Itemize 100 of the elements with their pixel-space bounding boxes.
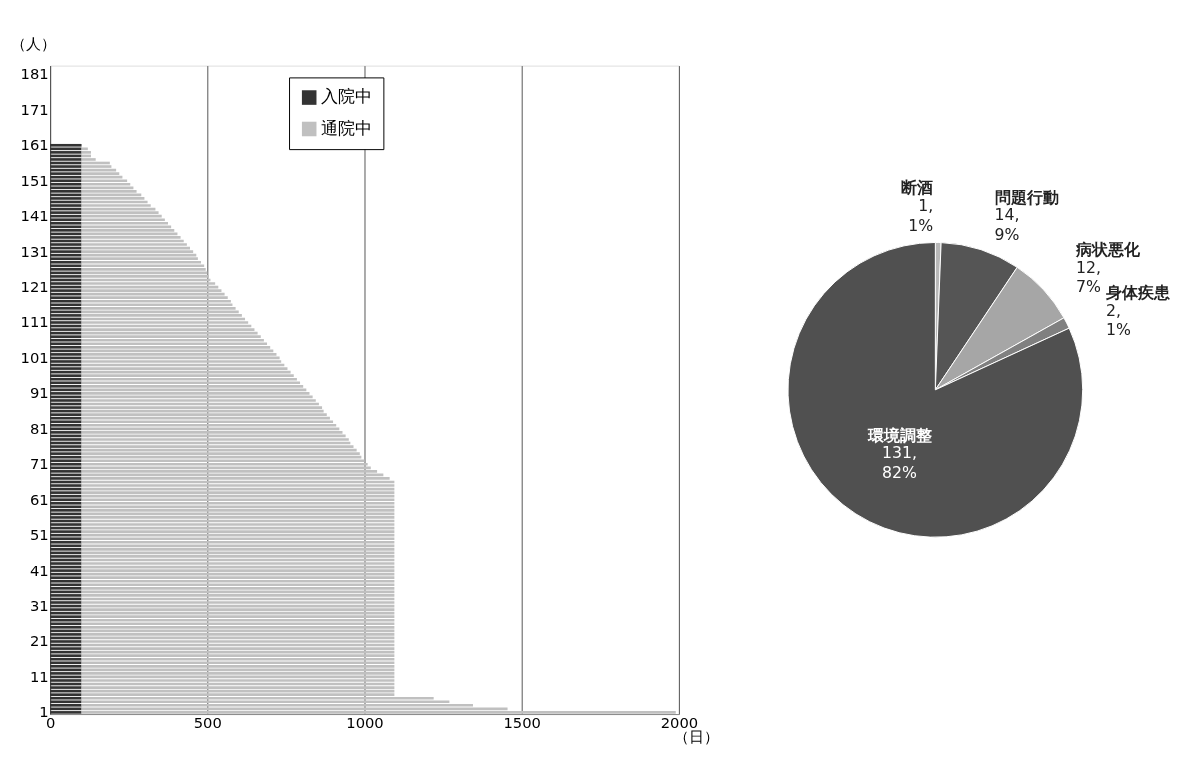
bar xyxy=(81,175,123,179)
bar xyxy=(50,158,82,161)
bar xyxy=(50,633,82,636)
bar xyxy=(50,569,82,572)
bar xyxy=(81,243,187,246)
bar xyxy=(81,523,395,526)
y-tick-label: 91 xyxy=(29,384,49,402)
y-tick-label: 51 xyxy=(29,526,49,544)
bar xyxy=(50,537,82,541)
bar xyxy=(50,420,82,424)
bar xyxy=(81,647,395,650)
bar xyxy=(81,664,395,668)
bar xyxy=(50,523,82,526)
bar xyxy=(50,289,82,292)
bar xyxy=(81,321,249,324)
bar xyxy=(50,455,82,459)
bar xyxy=(81,672,395,675)
bar xyxy=(81,509,395,512)
y-tick-label: 171 xyxy=(20,100,49,118)
bar xyxy=(81,494,395,498)
bar xyxy=(81,686,395,689)
bar xyxy=(81,679,395,682)
bar xyxy=(50,576,82,580)
bar xyxy=(50,625,82,629)
y-tick-label: 121 xyxy=(20,277,49,295)
bar xyxy=(81,151,91,154)
bar xyxy=(81,260,202,264)
bar xyxy=(50,381,82,385)
bar xyxy=(81,633,395,636)
bar xyxy=(81,282,216,285)
bar xyxy=(81,384,304,388)
bar xyxy=(50,657,82,661)
bar xyxy=(81,455,362,459)
bar xyxy=(81,618,395,622)
x-axis-title: （日） xyxy=(673,728,719,746)
bar xyxy=(50,243,82,246)
bar xyxy=(50,466,82,470)
bar xyxy=(81,250,194,253)
data-label: 2, 1% xyxy=(1106,300,1132,340)
bar xyxy=(50,342,82,346)
y-tick-label: 21 xyxy=(29,632,49,650)
bar xyxy=(81,625,395,629)
bar xyxy=(81,264,205,268)
bar xyxy=(81,657,395,661)
bar xyxy=(50,686,82,689)
bar xyxy=(50,700,82,704)
bar xyxy=(81,540,395,544)
bar xyxy=(50,530,82,533)
bar xyxy=(81,165,112,168)
bar xyxy=(50,594,82,597)
bar xyxy=(50,299,82,303)
legend-label: 通院中 xyxy=(321,117,373,138)
bar xyxy=(50,498,82,502)
bar xyxy=(50,264,82,268)
bar xyxy=(81,367,288,370)
bar xyxy=(81,548,395,551)
bar xyxy=(50,452,82,455)
bar xyxy=(81,306,236,310)
bar xyxy=(50,555,82,558)
bar xyxy=(50,516,82,519)
bar xyxy=(50,197,82,200)
bar xyxy=(50,172,82,175)
y-tick-label: 41 xyxy=(29,561,49,579)
bar xyxy=(50,601,82,604)
bar xyxy=(81,335,261,339)
bar xyxy=(81,289,222,292)
bar xyxy=(50,360,82,363)
bar xyxy=(50,484,82,487)
bar xyxy=(81,299,231,303)
bar xyxy=(50,672,82,675)
bar xyxy=(81,303,233,307)
bar xyxy=(81,462,368,466)
bar xyxy=(81,544,395,548)
bar xyxy=(50,218,82,222)
bar xyxy=(81,661,395,665)
bar xyxy=(81,530,395,533)
bar xyxy=(81,353,277,356)
bar xyxy=(50,367,82,370)
bar xyxy=(50,260,82,264)
bar xyxy=(50,654,82,657)
bar xyxy=(50,374,82,377)
bar xyxy=(81,296,228,300)
bar xyxy=(50,321,82,324)
bar xyxy=(81,537,395,541)
slice-label: 問題行動 xyxy=(994,187,1059,207)
y-tick-label: 31 xyxy=(29,596,49,614)
bar xyxy=(50,225,82,229)
bar xyxy=(81,186,134,190)
bar xyxy=(50,618,82,622)
bar xyxy=(81,377,297,381)
bar xyxy=(50,622,82,626)
bar xyxy=(50,477,82,480)
y-tick-label: 151 xyxy=(20,171,49,189)
bar xyxy=(50,491,82,494)
bar xyxy=(50,431,82,434)
bar xyxy=(50,548,82,551)
bar xyxy=(50,462,82,466)
bar xyxy=(81,501,395,505)
bar xyxy=(50,211,82,214)
bar xyxy=(50,190,82,193)
